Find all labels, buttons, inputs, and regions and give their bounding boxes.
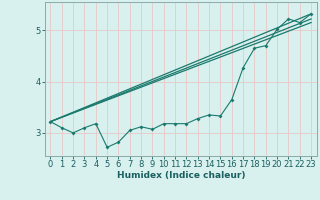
X-axis label: Humidex (Indice chaleur): Humidex (Indice chaleur) [116, 171, 245, 180]
